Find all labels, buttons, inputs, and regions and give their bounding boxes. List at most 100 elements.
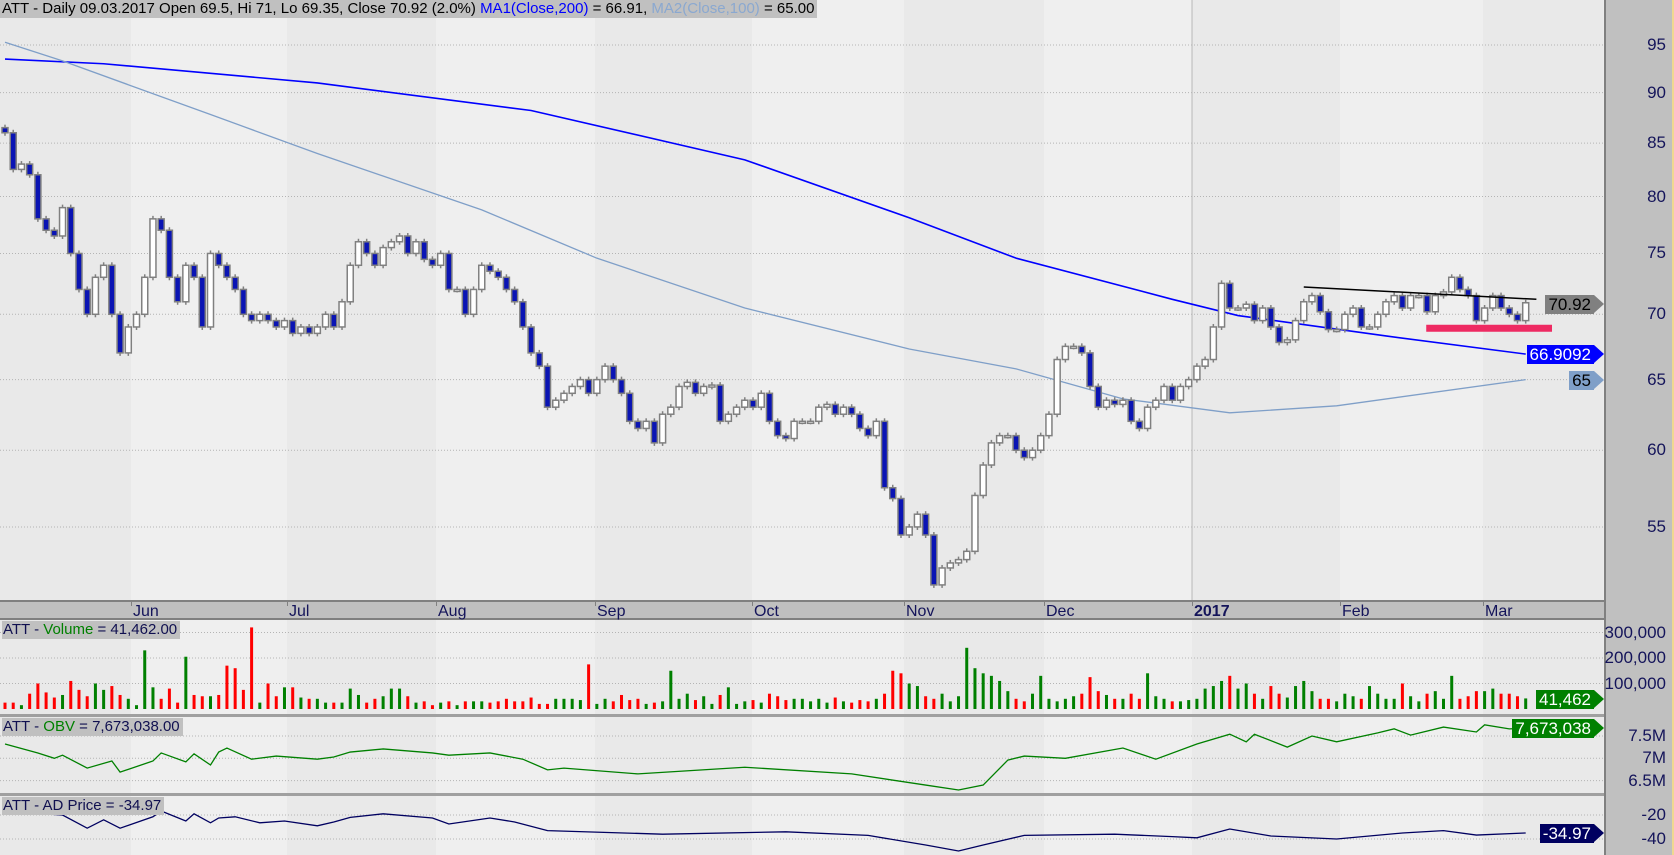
candle <box>1300 301 1308 322</box>
candle <box>1283 339 1292 344</box>
price-tick-label: 65 <box>1647 369 1666 389</box>
month-label: Aug <box>438 603 467 620</box>
candle <box>1324 311 1333 331</box>
candle <box>823 403 831 408</box>
volume-bar <box>1080 693 1084 709</box>
candle <box>831 403 839 415</box>
marker-arrow <box>1594 345 1604 363</box>
candle <box>1078 345 1086 354</box>
candle <box>584 378 593 395</box>
candle <box>741 399 749 408</box>
candle <box>1226 282 1234 309</box>
candle <box>1472 294 1481 322</box>
candle <box>198 276 207 328</box>
month-band <box>1340 0 1483 855</box>
candle <box>305 326 313 335</box>
candle <box>1406 294 1415 309</box>
panel-divider[interactable] <box>0 714 1674 717</box>
candle <box>1217 282 1226 328</box>
volume-bar <box>455 705 459 709</box>
volume-bar <box>767 693 771 709</box>
volume-bar <box>1039 675 1043 709</box>
candle <box>560 392 568 401</box>
volume-bar <box>496 701 500 709</box>
month-tick <box>287 602 288 606</box>
volume-bar <box>1491 688 1495 709</box>
candle <box>1521 302 1530 322</box>
volume-bar <box>143 650 147 709</box>
candle <box>1201 358 1209 367</box>
candle <box>132 313 141 328</box>
candle <box>913 513 922 528</box>
candle <box>1028 449 1037 459</box>
volume-bar <box>61 694 65 709</box>
volume-bar <box>1433 691 1437 709</box>
candlesticks <box>1 124 1530 588</box>
candle <box>25 163 34 176</box>
month-tick <box>1044 602 1045 606</box>
volume-bar <box>488 702 492 709</box>
candle <box>1143 406 1152 430</box>
volume-bar <box>1220 680 1224 709</box>
candle <box>773 420 782 437</box>
volume-panel-title: ATT - Volume = 41,462.00 <box>2 621 181 639</box>
volume-bar <box>348 688 352 709</box>
candle <box>954 558 963 564</box>
volume-bar <box>685 693 689 709</box>
candle <box>264 313 272 322</box>
volume-bar <box>447 701 451 709</box>
volume-bar <box>118 694 122 709</box>
candle <box>806 420 815 425</box>
candle <box>223 264 231 279</box>
candle <box>461 288 470 316</box>
volume-bar <box>1162 698 1166 709</box>
candle <box>239 288 248 316</box>
candle <box>1357 307 1366 328</box>
candle <box>428 258 437 267</box>
candle <box>1176 385 1185 401</box>
candle <box>91 276 100 316</box>
volume-bar <box>463 701 467 709</box>
volume-bar <box>1285 697 1289 709</box>
volume-bar <box>85 696 89 709</box>
volume-bar <box>743 701 747 709</box>
candle <box>1349 307 1357 316</box>
volume-bar <box>1524 698 1528 709</box>
volume-bar <box>644 703 648 709</box>
volume-bar <box>1507 693 1511 709</box>
candle <box>946 562 955 569</box>
candle <box>108 264 116 316</box>
value-axis[interactable]: 95 90 85 80 75 70 65 60 55 300,000 200,000 100,000 7… <box>1604 0 1674 855</box>
volume-bar <box>792 698 796 709</box>
candle <box>576 378 585 388</box>
candle <box>371 252 379 267</box>
candle <box>116 313 124 354</box>
candle <box>708 384 716 388</box>
header-prefix: ATT - Daily 09.03.2017 Open 69.5, Hi 71,… <box>2 0 481 17</box>
candle <box>782 434 790 440</box>
volume-bar <box>1211 686 1215 709</box>
volume-bar <box>1236 688 1240 709</box>
volume-bar <box>1088 677 1092 709</box>
candle <box>17 163 26 171</box>
volume-bar <box>11 702 15 709</box>
candle <box>190 264 198 279</box>
volume-bar <box>1442 698 1445 709</box>
candle <box>387 241 396 249</box>
candle <box>99 264 108 279</box>
volume-bar <box>1318 698 1322 709</box>
candle <box>420 241 428 261</box>
volume-bar <box>595 703 599 709</box>
volume-bar <box>636 698 640 709</box>
volume-bar <box>562 698 566 709</box>
ma2-line <box>4 41 1526 414</box>
volume-bar <box>874 698 878 709</box>
panel-divider[interactable] <box>0 793 1674 796</box>
obv-marker: 7,673,038 <box>1512 719 1594 738</box>
candle <box>609 365 618 381</box>
month-label: Dec <box>1046 603 1075 620</box>
candle <box>1456 276 1464 291</box>
volume-bar <box>1261 698 1265 709</box>
ad-panel-title: ATT - AD Price = -34.97 <box>2 797 165 815</box>
volume-bar <box>817 698 821 709</box>
